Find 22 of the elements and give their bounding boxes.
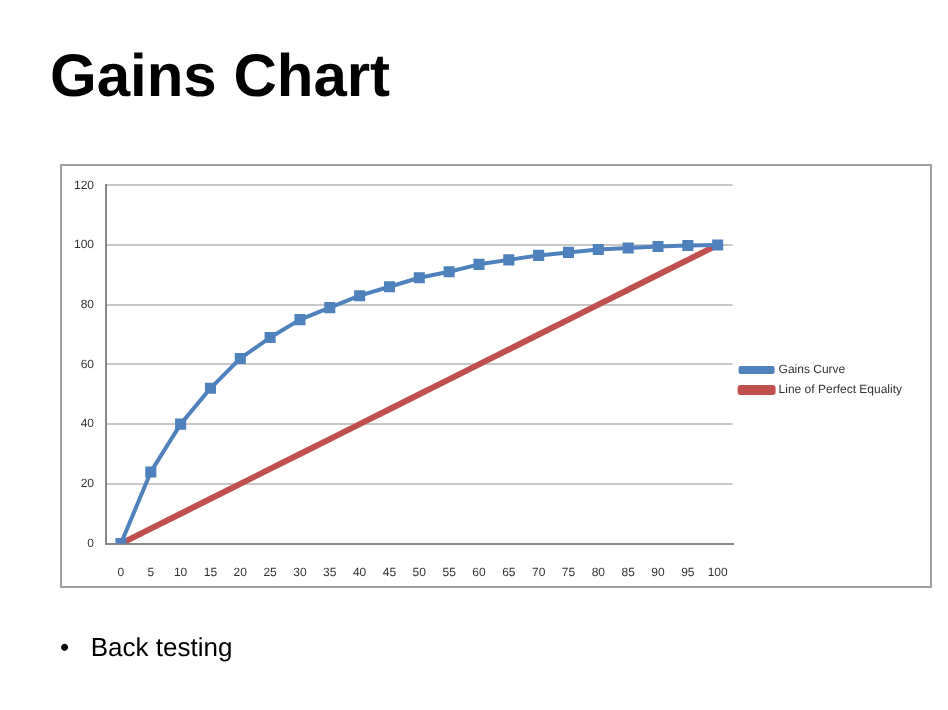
point — [622, 242, 634, 254]
point — [413, 272, 425, 284]
point — [234, 352, 246, 364]
point — [324, 302, 336, 314]
point — [383, 281, 396, 293]
point — [562, 246, 575, 258]
point — [145, 466, 157, 478]
point — [354, 290, 366, 302]
point — [473, 258, 485, 270]
point — [682, 240, 694, 252]
text: • Back testing — [60, 632, 233, 662]
chart-title: Gains Chart — [50, 44, 391, 112]
point — [712, 239, 724, 251]
point — [592, 243, 604, 255]
point — [443, 266, 455, 278]
point — [264, 331, 276, 344]
point — [175, 418, 187, 430]
point — [294, 314, 306, 326]
point — [533, 249, 545, 261]
point — [503, 254, 515, 266]
point — [652, 240, 664, 252]
point — [204, 382, 216, 394]
